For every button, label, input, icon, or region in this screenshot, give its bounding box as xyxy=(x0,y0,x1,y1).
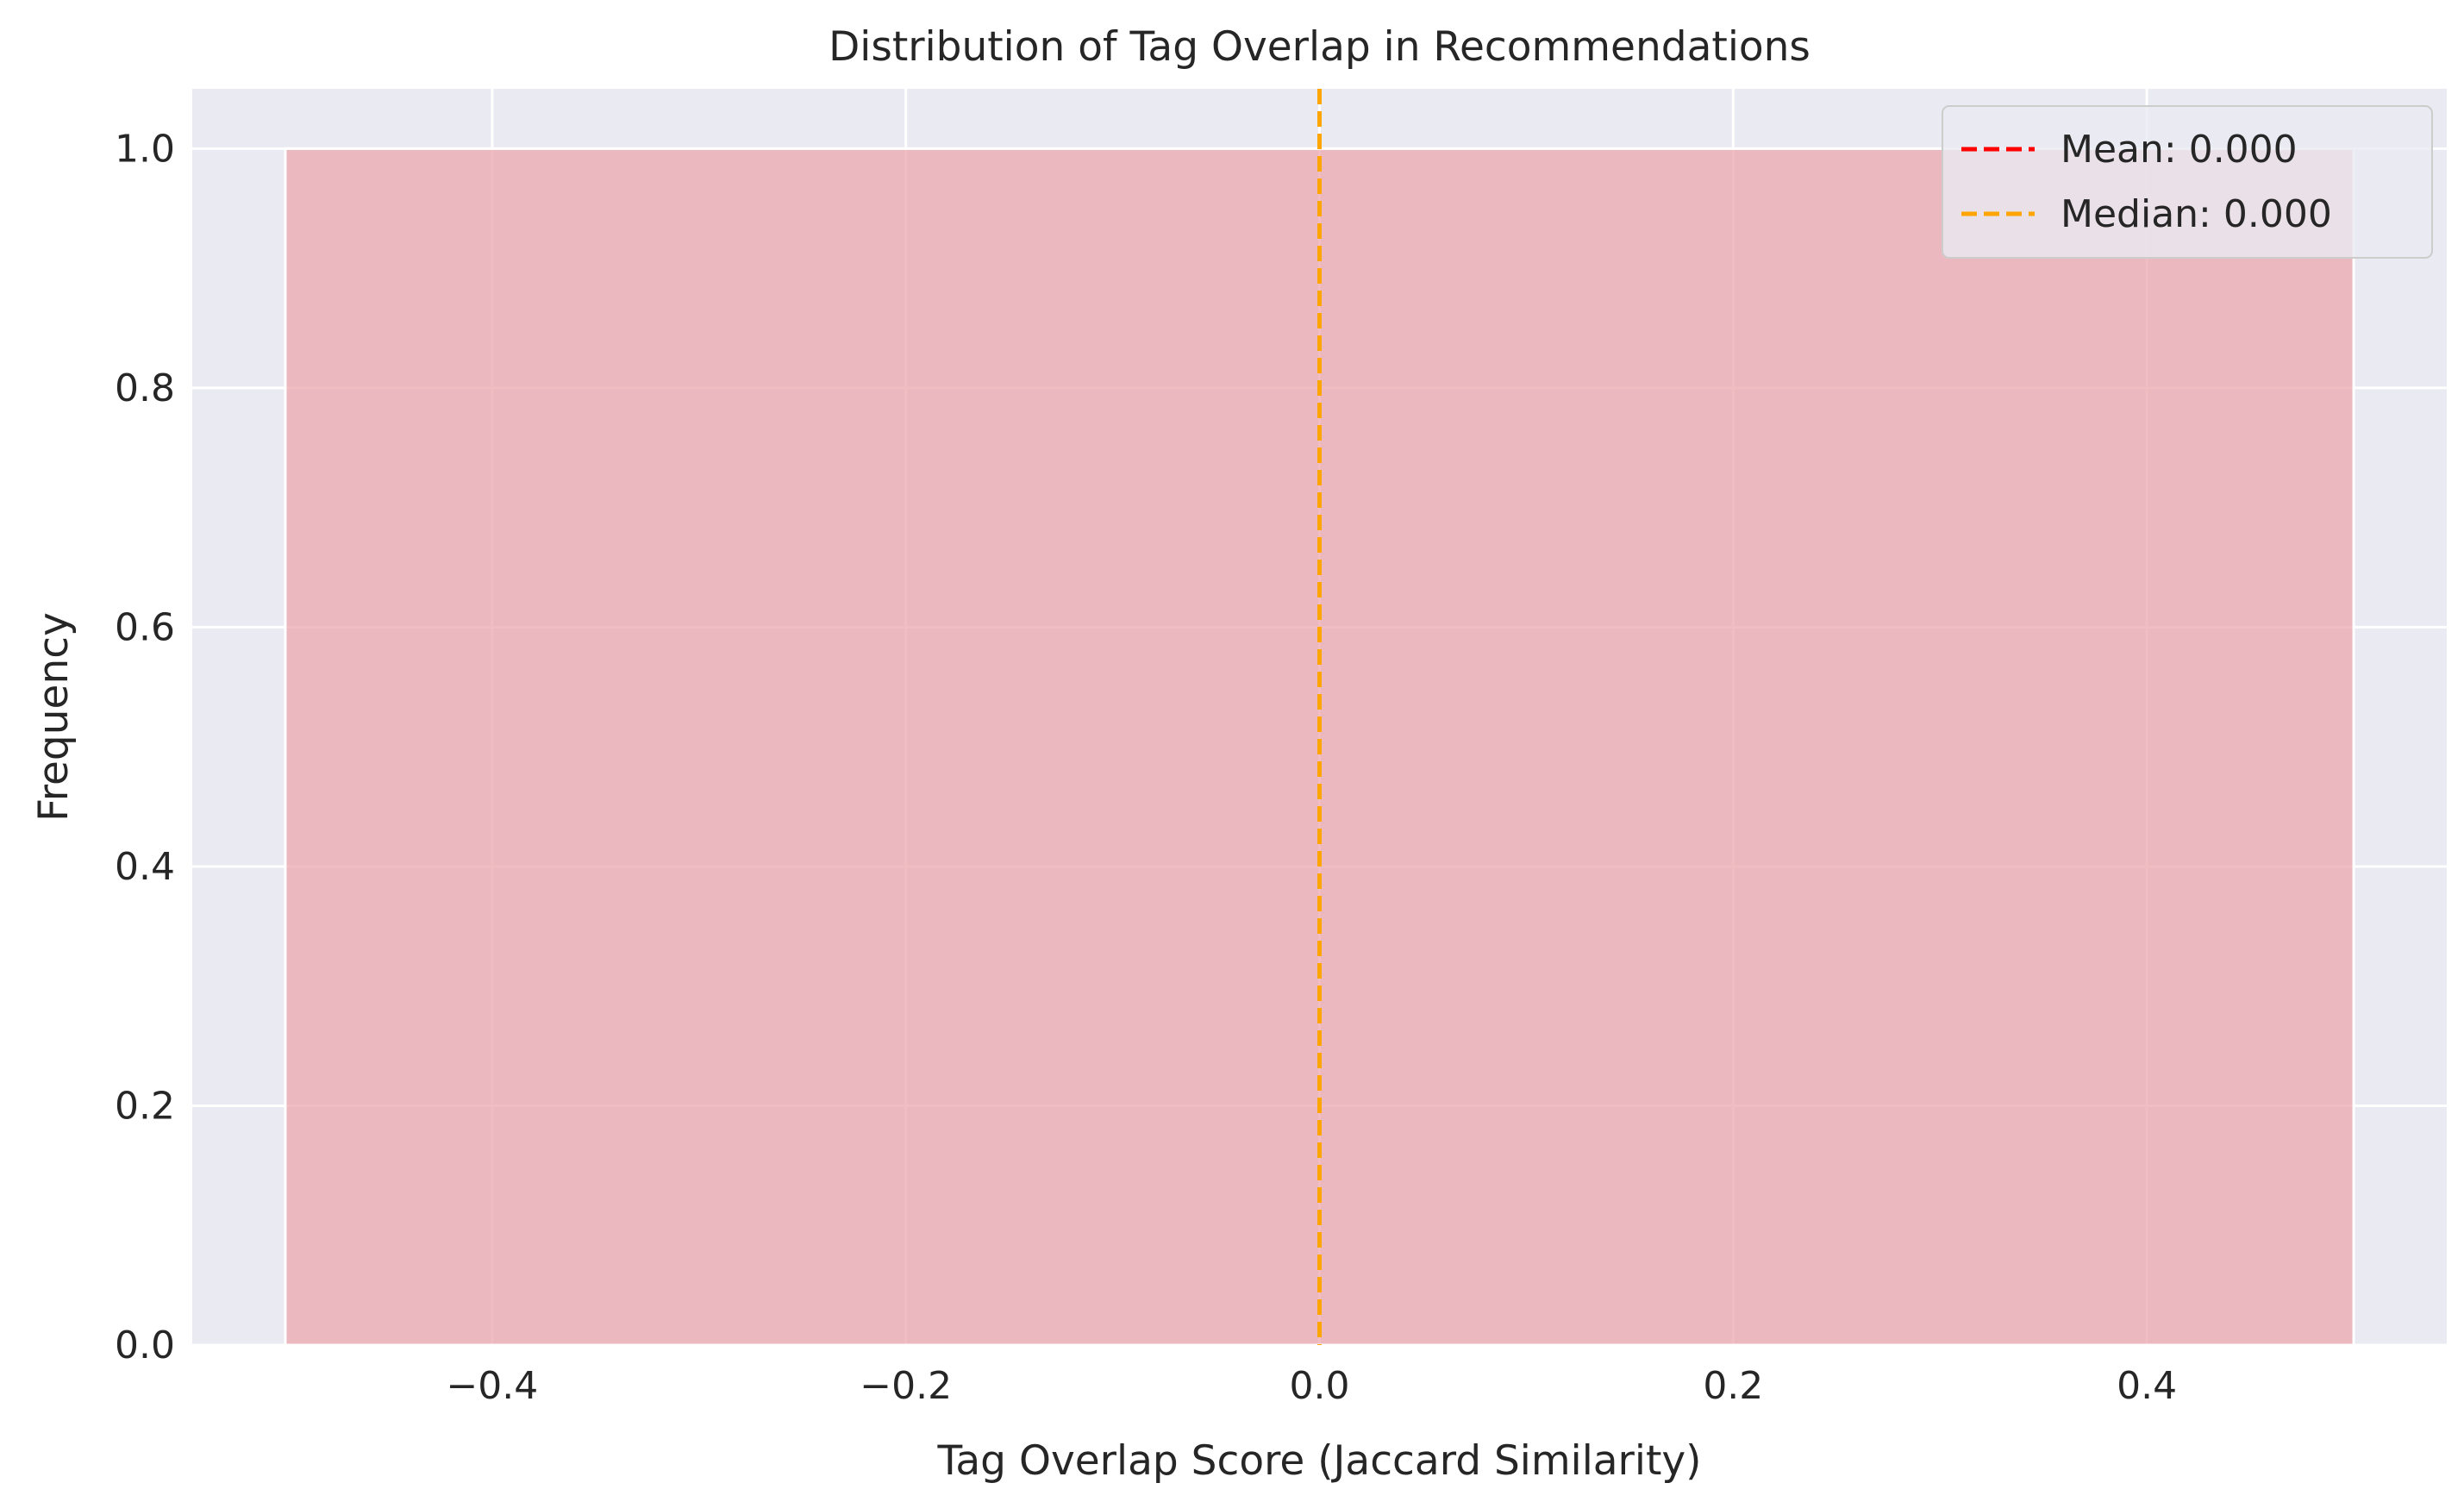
y-tick-label: 0.4 xyxy=(115,845,175,889)
y-tick-label: 0.2 xyxy=(115,1084,175,1128)
legend: Mean: 0.000 Median: 0.000 xyxy=(1942,105,2433,259)
x-tick-label: −0.4 xyxy=(446,1364,538,1408)
legend-label: Median: 0.000 xyxy=(2061,192,2332,236)
y-axis-ticks: 0.0 0.2 0.4 0.6 0.8 1.0 xyxy=(115,127,175,1367)
y-axis-label: Frequency xyxy=(30,612,78,822)
x-tick-label: 0.0 xyxy=(1290,1364,1350,1408)
x-tick-label: −0.2 xyxy=(860,1364,952,1408)
y-tick-label: 1.0 xyxy=(115,127,175,171)
y-tick-label: 0.0 xyxy=(115,1323,175,1367)
chart-title: Distribution of Tag Overlap in Recommend… xyxy=(829,23,1810,71)
y-tick-label: 0.6 xyxy=(115,605,175,649)
legend-box xyxy=(1942,105,2433,259)
x-axis-label: Tag Overlap Score (Jaccard Similarity) xyxy=(936,1437,1701,1485)
x-tick-label: 0.2 xyxy=(1703,1364,1763,1408)
x-tick-label: 0.4 xyxy=(2117,1364,2177,1408)
y-tick-label: 0.8 xyxy=(115,366,175,410)
x-axis-ticks: −0.4 −0.2 0.0 0.2 0.4 xyxy=(446,1364,2177,1408)
legend-label: Mean: 0.000 xyxy=(2061,128,2298,172)
